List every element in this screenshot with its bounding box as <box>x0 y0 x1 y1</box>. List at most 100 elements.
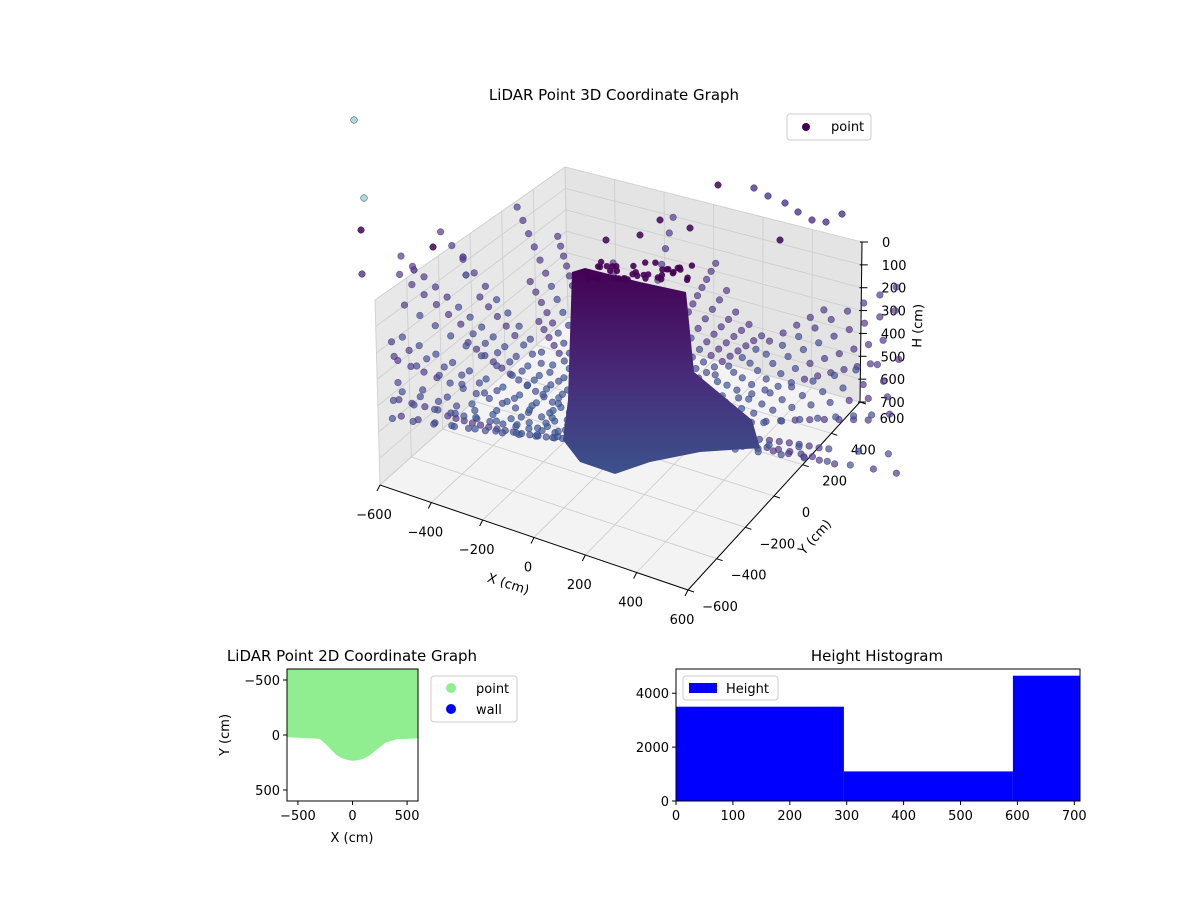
point-marker <box>846 461 854 469</box>
z-tick-label: 600 <box>880 373 905 388</box>
point-marker <box>431 405 439 413</box>
point-marker <box>805 442 813 450</box>
point-marker <box>762 350 770 358</box>
wall-point-marker <box>630 262 637 270</box>
point-marker <box>445 310 453 319</box>
point-marker <box>800 454 808 462</box>
point-marker <box>546 368 554 376</box>
point-marker <box>742 342 750 350</box>
point-marker <box>791 364 800 373</box>
point-marker <box>698 283 706 292</box>
point-marker <box>793 321 801 329</box>
point-marker <box>542 385 551 393</box>
chart-3d: LiDAR Point 3D Coordinate Graph −600 −400… <box>350 86 927 628</box>
point-marker <box>560 339 568 347</box>
point-marker <box>462 342 470 350</box>
point-marker <box>480 389 489 397</box>
point-marker <box>562 262 571 270</box>
point-marker <box>542 419 550 427</box>
y-tick <box>802 464 809 468</box>
point-marker <box>394 379 402 387</box>
point-marker <box>784 450 793 458</box>
histogram-y-tick-label: 2000 <box>636 741 669 756</box>
y-tick-label: −600 <box>702 600 738 615</box>
histogram-x-tick-label: 0 <box>672 809 680 824</box>
point-marker <box>512 429 521 437</box>
wall-point-marker <box>676 264 683 271</box>
x-tick-label: −200 <box>459 543 495 558</box>
point-marker <box>550 341 558 350</box>
y-tick <box>745 526 752 530</box>
point-marker <box>860 299 868 307</box>
point-marker <box>477 421 485 429</box>
point-marker <box>466 313 474 321</box>
wall-point-marker <box>603 263 611 270</box>
point-marker <box>526 278 534 286</box>
point-marker <box>388 414 397 423</box>
point-marker <box>787 383 796 391</box>
point-marker <box>515 391 524 399</box>
point-marker <box>486 417 494 426</box>
point-marker <box>760 419 768 427</box>
legend-2d: point wall <box>430 675 518 723</box>
point-marker <box>537 298 546 307</box>
point-marker <box>781 199 789 207</box>
point-marker <box>661 245 670 253</box>
point-marker <box>519 216 527 224</box>
point-marker <box>475 379 484 387</box>
point-marker <box>669 213 677 221</box>
histogram-x-tick-label: 300 <box>834 809 859 824</box>
chart-2d-x-tick-label: 0 <box>348 809 356 824</box>
point-marker <box>510 394 519 402</box>
point-marker <box>714 181 722 189</box>
point-marker <box>435 371 443 379</box>
point-marker <box>400 301 409 309</box>
histogram-x-tick-label: 100 <box>720 809 745 824</box>
point-marker <box>722 287 731 295</box>
histogram-bar <box>1012 675 1080 801</box>
point-marker <box>764 192 772 200</box>
point-marker <box>766 389 774 397</box>
point-marker <box>845 396 853 405</box>
chart-2d-x-tick-label: −500 <box>280 809 316 824</box>
x-tick-label: −400 <box>407 526 443 541</box>
chart-2d-title: LiDAR Point 2D Coordinate Graph <box>227 647 477 665</box>
point-marker <box>494 349 502 357</box>
point-marker <box>542 433 550 441</box>
point-marker <box>765 441 773 449</box>
histogram-y-tick-label: 0 <box>661 795 669 810</box>
point-marker <box>547 282 556 290</box>
grid-line-z <box>376 230 862 380</box>
point-marker <box>723 381 731 389</box>
point-marker <box>712 259 720 267</box>
point-marker <box>502 322 510 330</box>
point-marker <box>415 342 423 350</box>
point-marker <box>405 346 413 355</box>
point-marker <box>869 465 878 473</box>
point-marker <box>485 394 493 403</box>
point-marker <box>701 315 709 323</box>
point-marker <box>501 343 509 351</box>
point-marker <box>864 416 872 424</box>
point-marker <box>702 368 711 377</box>
x-tick <box>530 537 535 544</box>
point-marker <box>462 271 470 279</box>
point-marker <box>849 412 858 420</box>
point-marker <box>815 444 823 452</box>
point-marker <box>808 453 817 461</box>
histogram-x-tick-label: 600 <box>1005 809 1030 824</box>
point-marker <box>520 341 528 349</box>
wall-top-points <box>584 258 696 284</box>
point-marker <box>507 415 515 423</box>
point-marker <box>537 348 546 356</box>
point-marker <box>511 332 519 340</box>
point-marker <box>699 358 708 366</box>
z-tick-label: 0 <box>882 236 890 251</box>
point-marker <box>481 282 490 290</box>
point-marker <box>357 226 365 234</box>
point-marker <box>498 429 506 437</box>
point-marker <box>830 371 839 380</box>
point-marker <box>506 358 514 366</box>
point-marker <box>420 291 428 299</box>
point-marker <box>560 357 568 365</box>
